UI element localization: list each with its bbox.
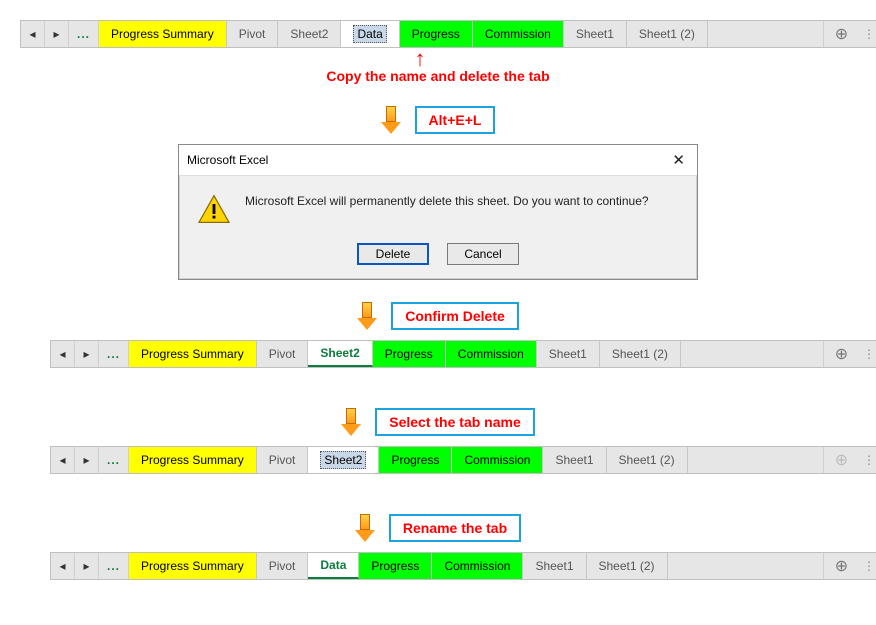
- sheet-tab[interactable]: Sheet1: [564, 21, 627, 47]
- scroll-left-button[interactable]: ◂: [51, 341, 75, 367]
- new-sheet-button[interactable]: ⊕: [823, 341, 859, 367]
- tabs-container-4: Progress SummaryPivotDataProgressCommiss…: [129, 553, 823, 579]
- sheet-tab[interactable]: Pivot: [257, 341, 309, 367]
- sheet-tab[interactable]: Progress Summary: [129, 341, 257, 367]
- sheet-tab[interactable]: Commission: [473, 21, 564, 47]
- sheet-tab[interactable]: Progress: [379, 447, 452, 473]
- dialog-title: Microsoft Excel: [187, 153, 268, 167]
- sheet-tab[interactable]: Sheet1: [523, 553, 586, 579]
- tab-overflow-button[interactable]: ...: [99, 447, 129, 473]
- sheet-tab[interactable]: Progress: [373, 341, 446, 367]
- sheet-tab[interactable]: Sheet2: [308, 341, 372, 367]
- caption-confirm: Confirm Delete: [391, 302, 519, 330]
- step-select-name: Select the tab name: [20, 408, 856, 436]
- sheet-tab[interactable]: Progress Summary: [129, 553, 257, 579]
- tab-overflow-button[interactable]: ...: [69, 21, 99, 47]
- tab-menu-button[interactable]: ⋮: [859, 447, 876, 473]
- sheet-tab-bar-4: ◂ ▸ ... Progress SummaryPivotDataProgres…: [50, 552, 876, 580]
- scroll-left-button[interactable]: ◂: [51, 553, 75, 579]
- caption-rename: Rename the tab: [389, 514, 521, 542]
- sheet-tab[interactable]: Progress Summary: [129, 447, 257, 473]
- sheet-tab[interactable]: Sheet1 (2): [587, 553, 668, 579]
- caption-select: Select the tab name: [375, 408, 535, 436]
- sheet-tab[interactable]: Sheet1 (2): [607, 447, 688, 473]
- step-rename: Rename the tab: [20, 514, 856, 542]
- step-confirm-delete: Confirm Delete: [20, 302, 856, 330]
- sheet-tab[interactable]: Sheet1: [543, 447, 606, 473]
- caption-copy-delete: Copy the name and delete the tab: [20, 68, 856, 84]
- step-alt-e-l: Alt+E+L: [20, 106, 856, 134]
- dialog-message: Microsoft Excel will permanently delete …: [245, 194, 649, 208]
- sheet-tab[interactable]: Sheet1 (2): [600, 341, 681, 367]
- scroll-right-button[interactable]: ▸: [75, 341, 99, 367]
- tab-overflow-button[interactable]: ...: [99, 341, 129, 367]
- scroll-right-button[interactable]: ▸: [75, 447, 99, 473]
- confirm-delete-dialog: Microsoft Excel ✕ Microsoft Excel will p…: [178, 144, 698, 280]
- dialog-close-button[interactable]: ✕: [668, 151, 689, 169]
- sheet-tab[interactable]: Sheet2: [278, 21, 341, 47]
- arrow-down-icon: [341, 408, 361, 436]
- sheet-tab[interactable]: Pivot: [227, 21, 279, 47]
- tab-rename-input[interactable]: Sheet2: [320, 451, 366, 469]
- warning-icon: [197, 194, 231, 227]
- sheet-tab[interactable]: Data: [308, 553, 359, 579]
- sheet-tab[interactable]: Progress: [400, 21, 473, 47]
- new-sheet-button[interactable]: ⊕: [823, 21, 859, 47]
- new-sheet-button[interactable]: ⊕: [823, 447, 859, 473]
- tabs-container-2: Progress SummaryPivotSheet2ProgressCommi…: [129, 341, 823, 367]
- sheet-tab[interactable]: Data: [341, 21, 399, 47]
- sheet-tab[interactable]: Progress: [359, 553, 432, 579]
- tab-menu-button[interactable]: ⋮: [859, 553, 876, 579]
- sheet-tab[interactable]: Sheet1: [537, 341, 600, 367]
- sheet-tab[interactable]: Progress Summary: [99, 21, 227, 47]
- tabs-container-3: Progress SummaryPivot Sheet2 ProgressCommi…: [129, 447, 823, 473]
- scroll-left-button[interactable]: ◂: [51, 447, 75, 473]
- new-sheet-button[interactable]: ⊕: [823, 553, 859, 579]
- sheet-tab-bar-1: ◂ ▸ ... Progress SummaryPivotSheet2DataP…: [20, 20, 876, 48]
- sheet-tab[interactable]: Commission: [432, 553, 523, 579]
- tab-menu-button[interactable]: ⋮: [859, 341, 876, 367]
- sheet-tab-bar-3: ◂ ▸ ... Progress SummaryPivotSheet2Progr…: [50, 446, 876, 474]
- sheet-tab[interactable]: Commission: [446, 341, 537, 367]
- tabs-container-1: Progress SummaryPivotSheet2 Data ProgressC…: [99, 21, 823, 47]
- tab-rename-input[interactable]: Data: [353, 25, 386, 43]
- tab-overflow-button[interactable]: ...: [99, 553, 129, 579]
- arrow-down-icon: [357, 302, 377, 330]
- scroll-left-button[interactable]: ◂: [21, 21, 45, 47]
- delete-button[interactable]: Delete: [357, 243, 429, 265]
- arrow-down-icon: [381, 106, 401, 134]
- tab-menu-button[interactable]: ⋮: [859, 21, 876, 47]
- sheet-tab-bar-2: ◂ ▸ ... Progress SummaryPivotSheet2Progr…: [50, 340, 876, 368]
- sheet-tab[interactable]: Commission: [452, 447, 543, 473]
- scroll-right-button[interactable]: ▸: [75, 553, 99, 579]
- sheet-tab[interactable]: Sheet2: [308, 447, 379, 473]
- arrow-up-icon: ↑: [410, 52, 430, 66]
- scroll-right-button[interactable]: ▸: [45, 21, 69, 47]
- arrow-down-icon: [355, 514, 375, 542]
- sheet-tab[interactable]: Pivot: [257, 553, 309, 579]
- dialog-titlebar: Microsoft Excel ✕: [179, 145, 697, 176]
- sheet-tab[interactable]: Sheet1 (2): [627, 21, 708, 47]
- cancel-button[interactable]: Cancel: [447, 243, 519, 265]
- shortcut-label: Alt+E+L: [415, 106, 496, 134]
- sheet-tab[interactable]: Pivot: [257, 447, 309, 473]
